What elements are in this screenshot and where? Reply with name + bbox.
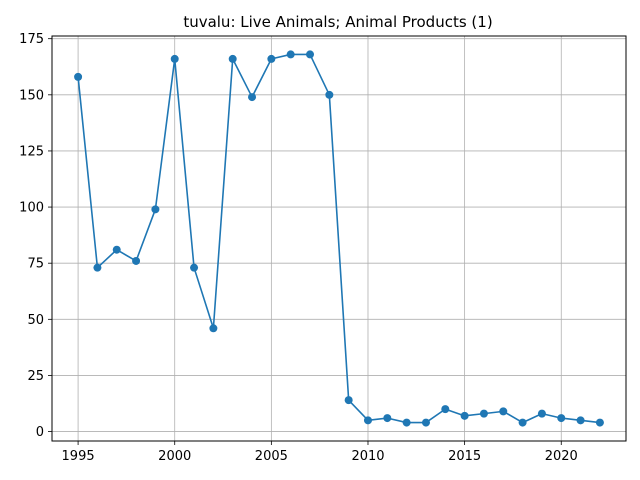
- data-point: [286, 50, 295, 59]
- data-point: [228, 54, 237, 63]
- chart-title: tuvalu: Live Animals; Animal Products (1…: [183, 13, 492, 31]
- data-point: [421, 418, 430, 427]
- x-tick-label: 2020: [545, 449, 578, 464]
- series-line: [77, 53, 601, 424]
- data-point: [170, 54, 179, 63]
- y-tick-label: 0: [36, 425, 44, 440]
- data-point: [248, 93, 257, 102]
- data-point: [402, 418, 411, 427]
- data-point: [306, 50, 315, 59]
- y-tick-label: 50: [27, 313, 44, 328]
- data-point: [325, 90, 334, 99]
- data-point: [460, 411, 469, 420]
- y-tick-label: 75: [27, 257, 44, 272]
- data-point: [576, 416, 585, 425]
- plot-frame: [51, 35, 627, 442]
- data-point: [518, 418, 527, 427]
- data-point: [595, 418, 604, 427]
- x-tick-label: 2010: [351, 449, 384, 464]
- data-point: [132, 256, 141, 265]
- data-point: [363, 416, 372, 425]
- y-tick-label: 150: [19, 88, 44, 103]
- data-point: [209, 324, 218, 333]
- data-point: [267, 54, 276, 63]
- data-point: [499, 407, 508, 416]
- data-point: [151, 205, 160, 214]
- data-point: [190, 263, 199, 272]
- x-tick-label: 2000: [158, 449, 191, 464]
- data-point: [74, 72, 83, 81]
- x-tick-label: 2005: [255, 449, 288, 464]
- data-point: [537, 409, 546, 418]
- data-point: [383, 414, 392, 423]
- data-point: [479, 409, 488, 418]
- y-tick-label: 125: [19, 144, 44, 159]
- series: [74, 50, 604, 427]
- x-tick-label: 1995: [62, 449, 95, 464]
- y-tick-label: 25: [27, 369, 44, 384]
- y-tick-label: 100: [19, 201, 44, 216]
- ticks: 1995 2000 2005 2010 2015 2020 0 25 50 75 100 125 150…: [19, 32, 578, 464]
- y-tick-label: 175: [19, 32, 44, 47]
- data-point: [93, 263, 102, 272]
- x-tick-label: 2015: [448, 449, 481, 464]
- data-point: [441, 405, 450, 414]
- axes: [51, 35, 627, 442]
- data-point: [557, 414, 566, 423]
- data-point: [344, 396, 353, 405]
- grid: [52, 36, 626, 441]
- data-point: [112, 245, 121, 254]
